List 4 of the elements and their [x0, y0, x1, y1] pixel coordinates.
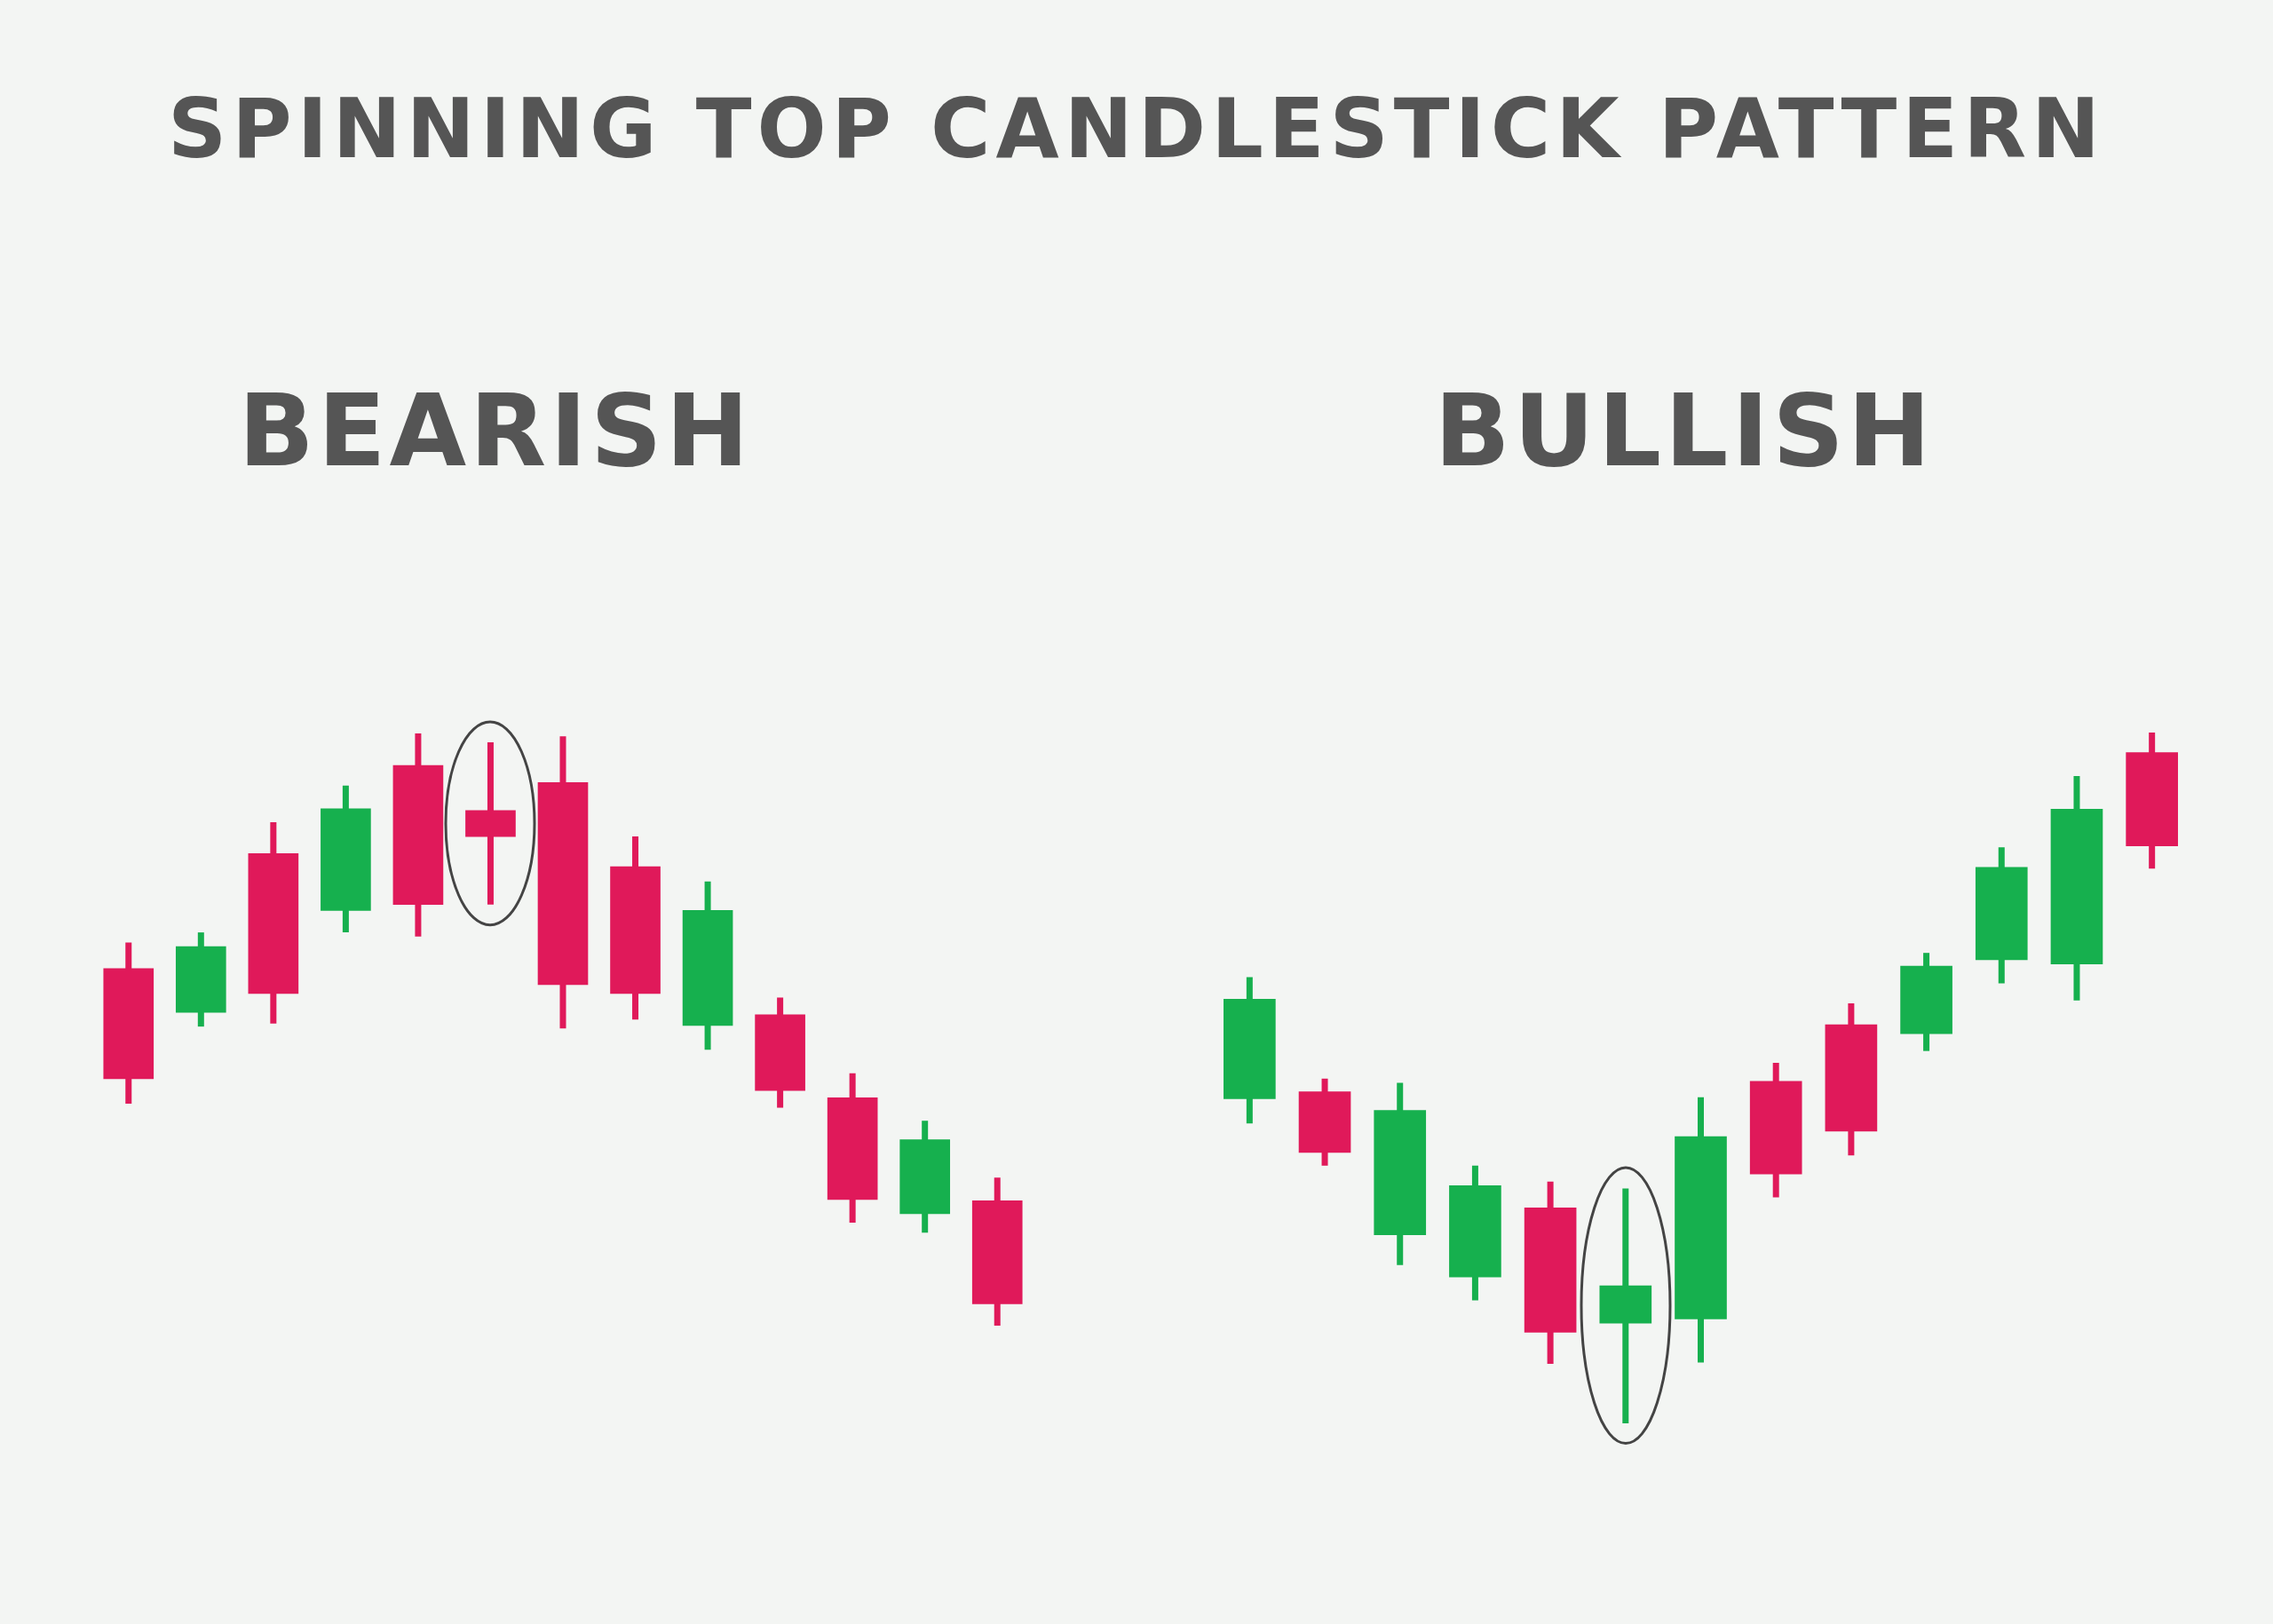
candlestick — [465, 742, 516, 905]
chart-subtitle: BULLISH — [1433, 373, 1936, 488]
chart-title: SPINNING TOP CANDLESTICK PATTERN — [166, 82, 2107, 177]
chart-subtitle: BEARISH — [237, 373, 754, 488]
